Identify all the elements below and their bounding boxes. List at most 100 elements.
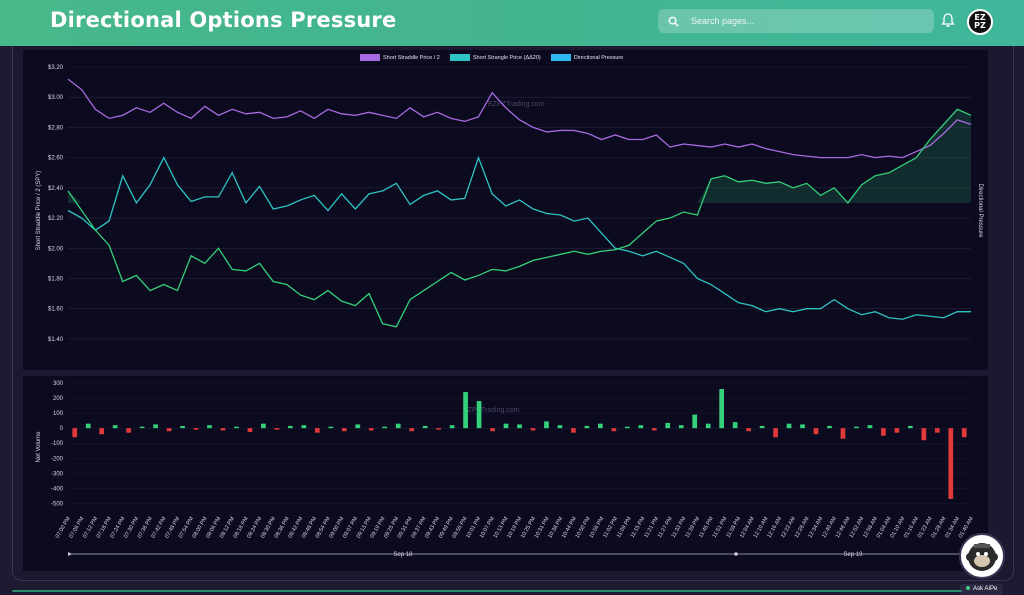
- ask-ai-button[interactable]: Ask AIPe: [960, 584, 1004, 595]
- volume-bar[interactable]: [274, 428, 280, 430]
- volume-bar[interactable]: [112, 425, 118, 429]
- pressure-positive-area: [68, 109, 971, 203]
- price-y-tick-label: $1.80: [48, 276, 64, 282]
- price-chart-panel: [23, 50, 988, 370]
- search-box[interactable]: [658, 9, 934, 33]
- volume-bar[interactable]: [800, 424, 805, 429]
- volume-bar[interactable]: [705, 423, 711, 429]
- volume-bar[interactable]: [948, 428, 954, 499]
- volume-bar[interactable]: [813, 428, 819, 435]
- volume-bar[interactable]: [328, 426, 334, 429]
- volume-bar[interactable]: [314, 428, 320, 433]
- volume-bar[interactable]: [463, 392, 468, 429]
- logo-text-bottom: PZ: [974, 21, 986, 30]
- volume-bar[interactable]: [840, 428, 846, 439]
- volume-bar[interactable]: [651, 428, 657, 431]
- volume-bar[interactable]: [786, 423, 792, 429]
- volume-bar[interactable]: [921, 428, 927, 441]
- volume-bar[interactable]: [773, 428, 778, 438]
- volume-bar[interactable]: [99, 428, 105, 435]
- volume-bar[interactable]: [207, 425, 212, 429]
- volume-bar[interactable]: [409, 428, 415, 432]
- series-line-pressure-positive[interactable]: [67, 108, 972, 328]
- volume-bar[interactable]: [732, 422, 738, 429]
- volume-bar[interactable]: [476, 401, 482, 429]
- user-avatar-logo[interactable]: EZ PZ: [967, 9, 993, 35]
- volume-bar[interactable]: [368, 428, 374, 431]
- volume-y-tick-label: 300: [53, 381, 64, 387]
- volume-bar[interactable]: [624, 426, 630, 429]
- volume-bar[interactable]: [867, 425, 873, 429]
- volume-chart[interactable]: 300 200 100 0 -100 -200 -300 -400 -500 Net Volume…: [23, 376, 988, 571]
- volume-bar[interactable]: [907, 425, 913, 429]
- volume-bar[interactable]: [261, 423, 266, 429]
- series-line-straddle[interactable]: [67, 78, 972, 159]
- logo-text-top: EZ: [974, 13, 986, 22]
- volume-bar[interactable]: [449, 425, 455, 429]
- volume-bar[interactable]: [571, 428, 576, 433]
- price-y-tick-label: $2.80: [48, 125, 64, 131]
- volume-y-tick-label: 0: [60, 426, 64, 432]
- price-y-tick-label: $1.60: [48, 307, 64, 313]
- volume-bar[interactable]: [193, 428, 199, 430]
- volume-bar[interactable]: [436, 428, 441, 430]
- volume-bar[interactable]: [678, 425, 684, 429]
- volume-bar[interactable]: [355, 424, 361, 429]
- ask-ai-label: Ask AIPe: [973, 586, 998, 592]
- volume-bar[interactable]: [180, 425, 185, 429]
- volume-bar[interactable]: [854, 426, 859, 429]
- volume-bar[interactable]: [234, 426, 239, 429]
- volume-bar[interactable]: [692, 414, 698, 429]
- volume-bar[interactable]: [153, 424, 158, 429]
- volume-bar[interactable]: [126, 428, 132, 433]
- volume-bar[interactable]: [611, 428, 617, 432]
- price-y-tick-label: $2.00: [48, 246, 64, 252]
- volume-bar[interactable]: [759, 425, 765, 429]
- volume-y-tick-label: -300: [51, 471, 64, 477]
- navigator-day-break-marker: [734, 552, 738, 556]
- legend-item-pressure[interactable]: Directional Pressure: [550, 54, 623, 61]
- volume-bar[interactable]: [530, 428, 536, 431]
- volume-bar[interactable]: [598, 423, 603, 429]
- volume-bar[interactable]: [247, 428, 253, 432]
- volume-bar[interactable]: [341, 428, 347, 432]
- volume-bar[interactable]: [301, 425, 307, 429]
- price-chart[interactable]: $3.20 $3.00 $2.80 $2.60 $2.40 $2.20 $2.00 $1.80…: [23, 50, 988, 370]
- volume-bar[interactable]: [288, 425, 293, 429]
- search-input[interactable]: [689, 15, 913, 27]
- volume-bar[interactable]: [139, 426, 145, 429]
- navigator-start-arrow-icon[interactable]: [68, 552, 72, 556]
- price-y-tick-label: $2.60: [48, 156, 64, 162]
- volume-bar[interactable]: [665, 422, 671, 429]
- volume-bar[interactable]: [544, 421, 549, 429]
- volume-bar[interactable]: [517, 424, 522, 429]
- volume-bar[interactable]: [584, 425, 590, 429]
- volume-bar[interactable]: [934, 428, 940, 433]
- volume-bar[interactable]: [881, 428, 886, 436]
- volume-bar[interactable]: [72, 428, 78, 438]
- volume-bar[interactable]: [422, 425, 428, 429]
- volume-bar[interactable]: [638, 425, 644, 429]
- volume-bar[interactable]: [166, 428, 172, 432]
- horizontal-scrollbar[interactable]: [12, 590, 962, 592]
- volume-bar[interactable]: [490, 428, 495, 432]
- volume-bar[interactable]: [382, 426, 388, 429]
- volume-bar[interactable]: [961, 428, 967, 438]
- legend-swatch-strangle: [449, 54, 470, 61]
- legend-label-strangle: Short Strangle Price (ΔΔ20): [472, 54, 541, 61]
- volume-bar[interactable]: [85, 423, 91, 429]
- volume-bar[interactable]: [395, 423, 401, 429]
- bell-icon[interactable]: [940, 12, 956, 28]
- series-line-strangle[interactable]: [67, 155, 971, 320]
- volume-bar[interactable]: [894, 428, 900, 433]
- assistant-mascot-button[interactable]: [959, 533, 1005, 579]
- volume-bar[interactable]: [220, 428, 226, 431]
- legend-item-straddle[interactable]: Short Straddle Price / 2: [360, 54, 440, 61]
- volume-bar[interactable]: [503, 423, 509, 429]
- legend-item-strangle[interactable]: Short Strangle Price (ΔΔ20): [449, 54, 541, 61]
- volume-bar[interactable]: [557, 425, 563, 429]
- volume-y-tick-label: -100: [51, 441, 64, 447]
- volume-bar[interactable]: [719, 389, 725, 429]
- volume-bar[interactable]: [746, 428, 751, 432]
- volume-bar[interactable]: [827, 425, 832, 429]
